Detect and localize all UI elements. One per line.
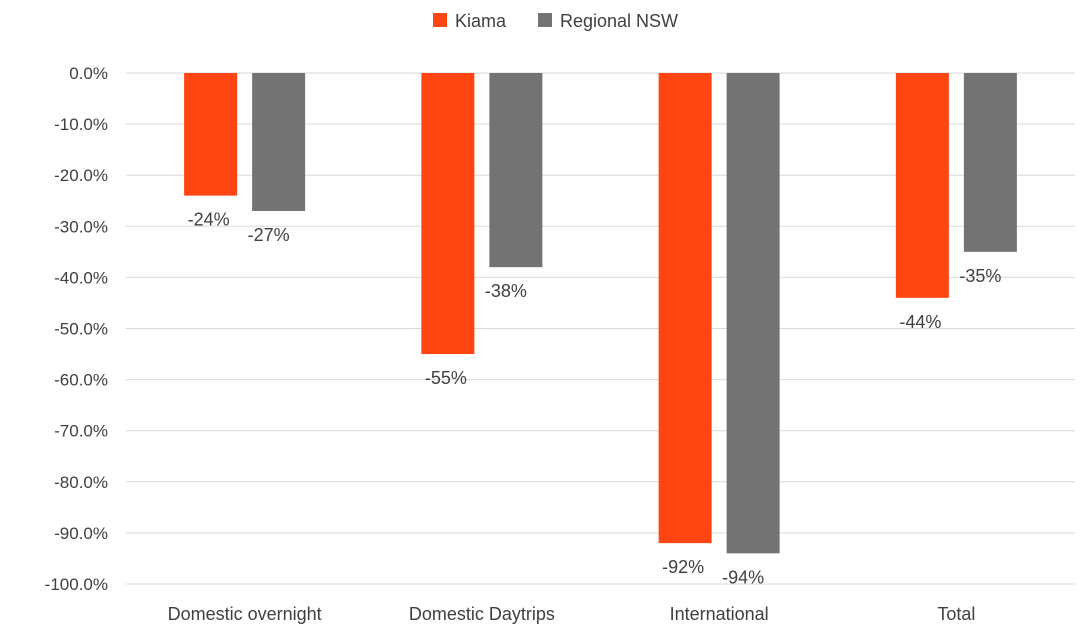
y-tick-label: -40.0% <box>54 268 108 287</box>
y-tick-label: 0.0% <box>69 64 108 83</box>
bar-kiama <box>658 73 712 544</box>
bars <box>184 73 1017 554</box>
data-label: -94% <box>722 567 764 587</box>
x-axis: Domestic overnight Domestic Daytrips Inter… <box>168 604 976 624</box>
x-category-label: Domestic overnight <box>168 604 322 624</box>
x-category-label: Total <box>937 604 975 624</box>
bar-kiama <box>421 73 475 355</box>
y-tick-label: -50.0% <box>54 320 108 339</box>
data-label: -38% <box>485 281 527 301</box>
data-label: -55% <box>425 368 467 388</box>
legend-label: Regional NSW <box>560 11 678 31</box>
data-label: -35% <box>959 266 1001 286</box>
legend: Kiama Regional NSW <box>433 11 678 31</box>
y-tick-label: -20.0% <box>54 166 108 185</box>
y-axis: 0.0% -10.0% -20.0% -30.0% -40.0% -50.0% -60.0%… <box>45 64 108 594</box>
x-category-label: International <box>670 604 769 624</box>
legend-label: Kiama <box>455 11 507 31</box>
bar-regional-nsw <box>726 73 780 554</box>
bar-kiama <box>184 73 238 196</box>
data-label: -24% <box>188 210 230 230</box>
bar-kiama <box>895 73 949 298</box>
bar-regional-nsw <box>489 73 543 268</box>
y-tick-label: -90.0% <box>54 524 108 543</box>
data-labels: -24% -27% -55% -38% -92% -94% -44% -35% <box>188 210 1002 588</box>
bar-regional-nsw <box>963 73 1017 252</box>
y-tick-label: -60.0% <box>54 371 108 390</box>
bar-regional-nsw <box>252 73 306 211</box>
y-tick-label: -10.0% <box>54 115 108 134</box>
y-tick-label: -80.0% <box>54 473 108 492</box>
legend-swatch <box>433 13 447 27</box>
data-label: -92% <box>662 557 704 577</box>
data-label: -44% <box>899 312 941 332</box>
y-tick-label: -70.0% <box>54 422 108 441</box>
legend-swatch <box>538 13 552 27</box>
x-category-label: Domestic Daytrips <box>409 604 555 624</box>
data-label: -27% <box>248 225 290 245</box>
y-tick-label: -100.0% <box>45 575 108 594</box>
y-tick-label: -30.0% <box>54 217 108 236</box>
